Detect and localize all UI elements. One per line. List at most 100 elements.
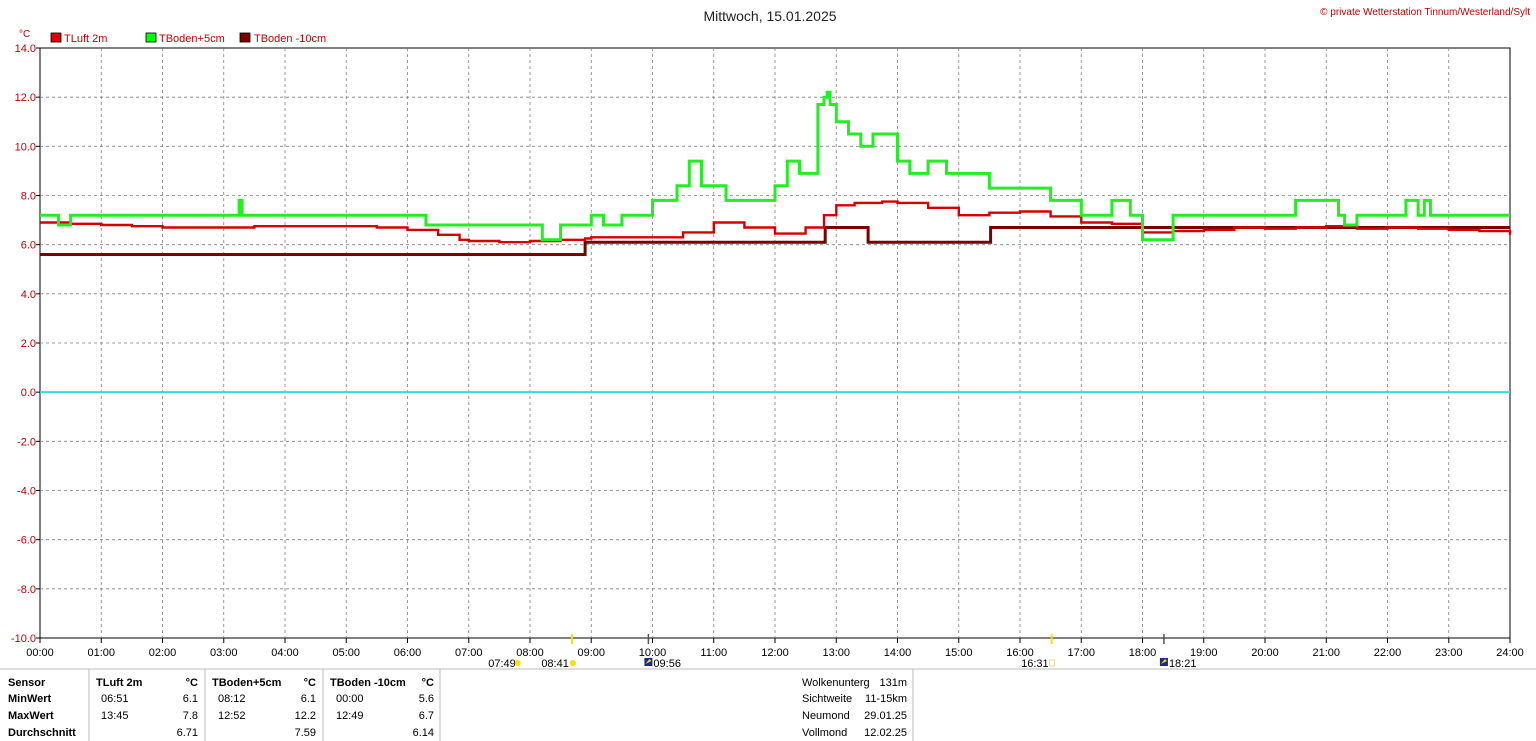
x-tick-label: 23:00 — [1435, 647, 1463, 659]
stats-max-time: 12:49 — [336, 710, 364, 722]
x-tick-label: 16:00 — [1006, 647, 1034, 659]
stats-max-value: 12.2 — [295, 710, 316, 722]
x-tick-label: 02:00 — [149, 647, 177, 659]
sunset-icon — [1049, 659, 1056, 667]
info-value: 12.02.25 — [864, 727, 907, 739]
x-tick-label: 08:00 — [516, 647, 544, 659]
y-tick-label: 10.0 — [15, 141, 36, 153]
plot-area: 14.0 12.0 10.0 8.0 6.0 4.0 2.0 0.0 -2.0 -4.0 -6.0 -… — [11, 43, 1524, 659]
moon-icon-glyph — [1160, 659, 1167, 664]
y-tick-label: 2.0 — [21, 338, 36, 350]
y-tick-label: -4.0 — [17, 486, 36, 498]
legend-label-tboden5: TBoden+5cm — [159, 33, 225, 45]
stats-min-time: 08:12 — [218, 693, 246, 705]
stats-min-value: 6.1 — [183, 693, 198, 705]
series-line-tluft — [40, 200, 1512, 244]
x-tick-label: 04:00 — [271, 647, 299, 659]
legend-swatch-tboden10 — [239, 32, 251, 43]
x-tick-label: 24:00 — [1496, 647, 1524, 659]
stats-sensor-name: TBoden -10cm — [330, 677, 406, 689]
copyright-text: © private Wetterstation Tinnum/Westerlan… — [1320, 7, 1530, 18]
info-table: Wolkenunterg 131m Sichtweite 11-15km Neu… — [802, 677, 907, 739]
sun-moon-events: 07:49 08:41 09:56 16:31 18:21 — [488, 634, 1196, 670]
stats-min-time: 00:00 — [336, 693, 364, 705]
series-line-tboden10 — [40, 226, 1510, 256]
y-tick-label: 14.0 — [15, 43, 36, 55]
x-tick-label: 21:00 — [1312, 647, 1340, 659]
x-tick-label: 17:00 — [1067, 647, 1095, 659]
x-tick-label: 07:00 — [455, 647, 483, 659]
y-tick-label: 8.0 — [21, 191, 36, 203]
x-tick-label: 10:00 — [639, 647, 667, 659]
x-tick-label: 22:00 — [1374, 647, 1402, 659]
stats-max-time: 13:45 — [101, 710, 129, 722]
x-tick-label: 06:00 — [394, 647, 422, 659]
series-lines — [40, 90, 1512, 256]
info-label: Neumond — [802, 710, 850, 722]
stats-max-value: 7.8 — [183, 710, 198, 722]
x-tick-label: 09:00 — [577, 647, 605, 659]
legend-label-tboden10: TBoden -10cm — [254, 33, 326, 45]
stats-sensor-name: TBoden+5cm — [212, 677, 282, 689]
x-tick-label: 00:00 — [26, 647, 54, 659]
stats-avg-value: 6.71 — [177, 727, 198, 739]
x-tick-label: 18:00 — [1129, 647, 1157, 659]
y-tick-label: -6.0 — [17, 535, 36, 547]
legend-label-tluft: TLuft 2m — [64, 33, 107, 45]
stats-min-value: 6.1 — [301, 693, 316, 705]
y-axis-ticks: 14.0 12.0 10.0 8.0 6.0 4.0 2.0 0.0 -2.0 -4.0 -6.0 -… — [11, 43, 40, 645]
stats-avg-value: 7.59 — [295, 727, 316, 739]
y-tick-label: -8.0 — [17, 584, 36, 596]
moon-icon-glyph — [645, 659, 652, 664]
moon-event-time: 09:56 — [653, 658, 681, 670]
x-tick-label: 14:00 — [884, 647, 912, 659]
stats-row-label-max: MaxWert — [8, 710, 54, 722]
x-tick-label: 01:00 — [87, 647, 115, 659]
stats-sensor-unit: °C — [186, 677, 198, 689]
chart-title: Mittwoch, 15.01.2025 — [703, 8, 836, 24]
x-tick-label: 05:00 — [332, 647, 360, 659]
stats-row-label-min: MinWert — [8, 693, 52, 705]
info-value: 131m — [879, 677, 907, 689]
y-tick-label: 0.0 — [21, 387, 36, 399]
x-tick-label: 03:00 — [210, 647, 238, 659]
x-tick-label: 15:00 — [945, 647, 973, 659]
stats-header-sensor: Sensor — [8, 677, 46, 689]
y-tick-label: 4.0 — [21, 289, 36, 301]
x-tick-label: 20:00 — [1251, 647, 1279, 659]
sun-event-time: 08:41 — [541, 658, 569, 670]
stats-max-value: 6.7 — [419, 710, 434, 722]
stats-table: Sensor MinWert MaxWert Durchschnitt TLuf… — [0, 668, 1536, 741]
moon-event-time: 18:21 — [1169, 658, 1197, 670]
legend-swatch-tboden5 — [145, 32, 157, 43]
x-axis-ticks: 00:00 01:00 02:00 03:00 04:00 05:00 06:00 07:00… — [26, 638, 1524, 659]
y-tick-label: 12.0 — [15, 92, 36, 104]
sun-icon — [514, 660, 521, 666]
x-tick-label: 13:00 — [822, 647, 850, 659]
stats-sensor-unit: °C — [422, 677, 434, 689]
sunrise-time: 07:49 — [488, 658, 516, 670]
info-value: 11-15km — [865, 693, 907, 705]
stats-min-value: 5.6 — [419, 693, 434, 705]
info-label: Vollmond — [802, 727, 847, 739]
legend-swatch-tluft — [50, 32, 62, 43]
sun-icon — [569, 660, 576, 666]
legend: TLuft 2m TBoden+5cm TBoden -10cm — [50, 32, 326, 45]
stats-min-time: 06:51 — [101, 693, 129, 705]
info-value: 29.01.25 — [864, 710, 907, 722]
stats-max-time: 12:52 — [218, 710, 246, 722]
stats-row-label-avg: Durchschnitt — [8, 727, 76, 739]
x-tick-label: 19:00 — [1190, 647, 1218, 659]
sun-event-time: 16:31 — [1021, 658, 1049, 670]
y-tick-label: -10.0 — [11, 633, 36, 645]
y-tick-label: 6.0 — [21, 240, 36, 252]
info-label: Sichtweite — [802, 693, 852, 705]
x-tick-label: 12:00 — [761, 647, 789, 659]
info-label: Wolkenunterg — [802, 677, 870, 689]
stats-avg-value: 6.14 — [413, 727, 434, 739]
stats-sensor-unit: °C — [304, 677, 316, 689]
stats-sensor-name: TLuft 2m — [96, 677, 143, 689]
unit-label: °C — [19, 29, 30, 40]
x-tick-label: 11:00 — [700, 647, 727, 659]
